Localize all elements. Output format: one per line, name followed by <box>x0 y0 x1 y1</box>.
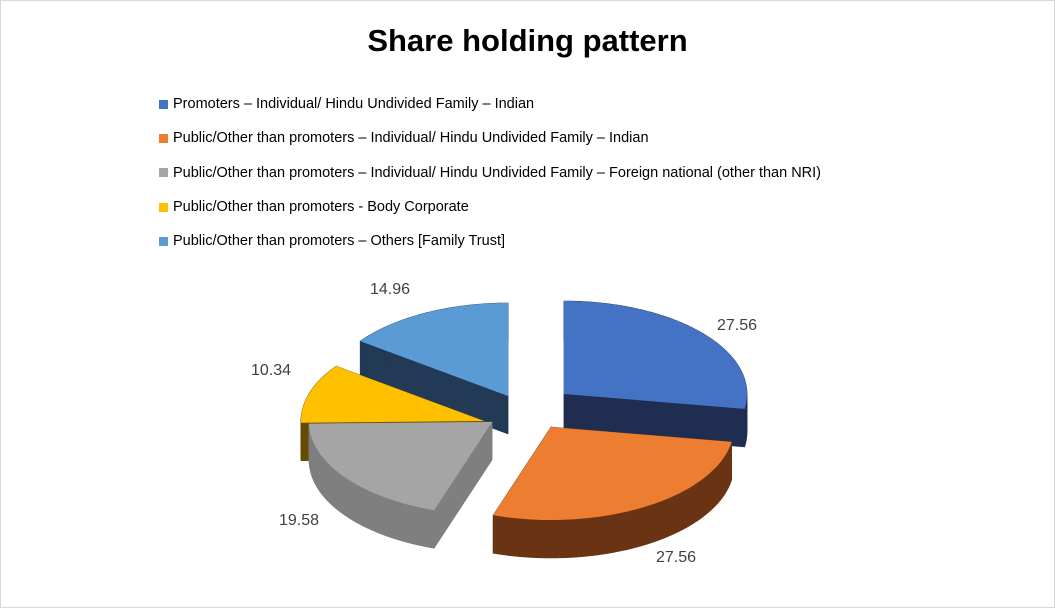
legend-label: Promoters – Individual/ Hindu Undivided … <box>173 96 535 113</box>
slice-top-0 <box>564 301 747 409</box>
slice-top-2 <box>309 422 492 511</box>
legend-label: Public/Other than promoters – Others [Fa… <box>173 233 506 250</box>
legend-label: Public/Other than promoters – Individual… <box>173 130 649 147</box>
pie-slice-0 <box>563 300 748 448</box>
data-label-0: 27.56 <box>717 317 758 334</box>
legend-swatch <box>159 202 168 212</box>
legend-swatch <box>159 99 168 109</box>
legend-swatch <box>159 168 168 178</box>
legend-item: Public/Other than promoters – Individual… <box>159 121 821 155</box>
data-label-1: 27.56 <box>656 549 697 566</box>
chart-title: Share holding pattern <box>367 23 688 58</box>
legend-label: Public/Other than promoters - Body Corpo… <box>173 199 469 216</box>
pie-slice-1 <box>492 425 732 559</box>
legend-item: Promoters – Individual/ Hindu Undivided … <box>159 87 821 121</box>
legend-swatch <box>159 133 168 143</box>
legend: Promoters – Individual/ Hindu Undivided … <box>159 87 821 258</box>
legend-item: Public/Other than promoters – Others [Fa… <box>159 224 821 258</box>
pie-slice-2 <box>308 420 493 550</box>
legend-item: Public/Other than promoters - Body Corpo… <box>159 190 821 224</box>
slice-top-3 <box>301 366 484 423</box>
legend-item: Public/Other than promoters – Individual… <box>159 156 821 190</box>
slice-top-4 <box>360 303 508 396</box>
data-label-4: 14.96 <box>370 281 411 298</box>
data-label-3: 10.34 <box>251 362 292 379</box>
legend-swatch <box>159 236 168 246</box>
pie-slice-4 <box>359 302 509 435</box>
data-label-2: 19.58 <box>279 512 320 529</box>
legend-label: Public/Other than promoters – Individual… <box>173 164 821 181</box>
slice-top-1 <box>493 427 732 520</box>
